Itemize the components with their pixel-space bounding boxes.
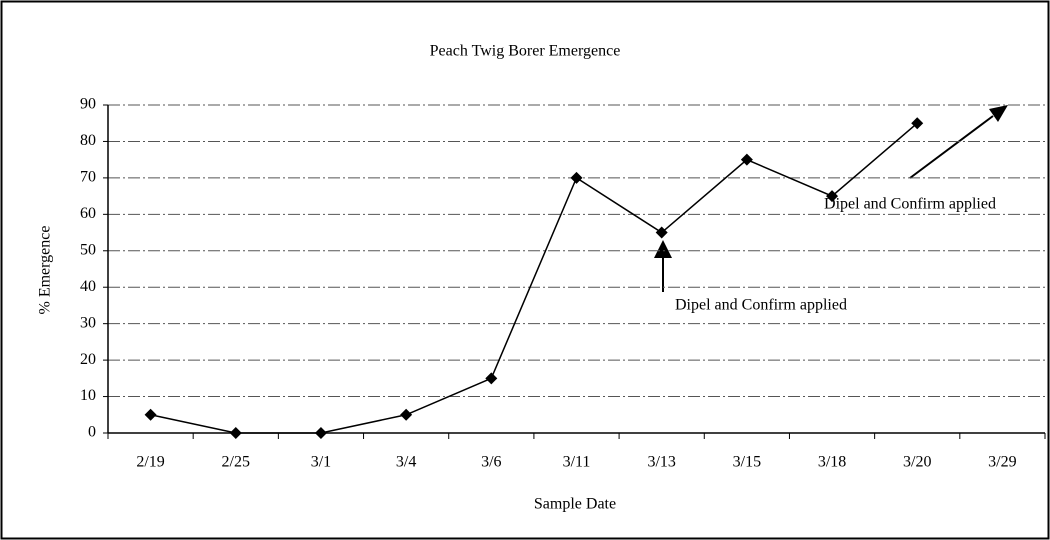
data-line (150, 122, 918, 434)
y-tick-label: 0 (88, 424, 96, 441)
data-point (911, 117, 924, 130)
data-point (400, 408, 413, 421)
x-tick-label: 3/4 (396, 454, 416, 471)
x-tick-label: 3/6 (481, 454, 501, 471)
y-axis-title: % Emergence (37, 226, 54, 315)
y-tick-label: 80 (80, 132, 96, 149)
annotation-arrow (909, 105, 1008, 179)
x-tick-label: 3/18 (818, 454, 846, 471)
y-tick-label: 90 (80, 96, 96, 113)
x-tick-label: 2/25 (222, 454, 250, 471)
data-point (655, 226, 668, 239)
x-axis-title: Sample Date (534, 496, 616, 513)
x-tick-label: 3/15 (733, 454, 761, 471)
x-tick-label: 3/29 (988, 454, 1016, 471)
y-tick-label: 50 (80, 241, 96, 258)
chart-title: Peach Twig Borer Emergence (430, 43, 621, 60)
x-tick-label: 3/11 (563, 454, 591, 471)
y-tick-label: 30 (80, 314, 96, 331)
x-tick-label: 3/13 (647, 454, 675, 471)
annotation: Dipel and Confirm applied (675, 297, 847, 314)
y-tick-label: 20 (80, 351, 96, 368)
x-tick-label: 3/1 (311, 454, 331, 471)
data-point (826, 190, 839, 203)
data-point (740, 153, 753, 166)
y-tick-label: 70 (80, 169, 96, 186)
data-point (314, 427, 327, 439)
annotation: Dipel and Confirm applied (824, 196, 996, 213)
y-tick-label: 10 (80, 387, 96, 404)
x-tick-label: 3/20 (903, 454, 931, 471)
annotation-arrow (654, 240, 672, 292)
data-point (485, 372, 498, 385)
data-point (570, 171, 583, 184)
y-tick-label: 60 (80, 205, 96, 222)
x-tick-label: 2/19 (136, 454, 164, 471)
y-tick-label: 40 (80, 278, 96, 295)
data-point (229, 427, 242, 439)
data-point (144, 408, 157, 421)
